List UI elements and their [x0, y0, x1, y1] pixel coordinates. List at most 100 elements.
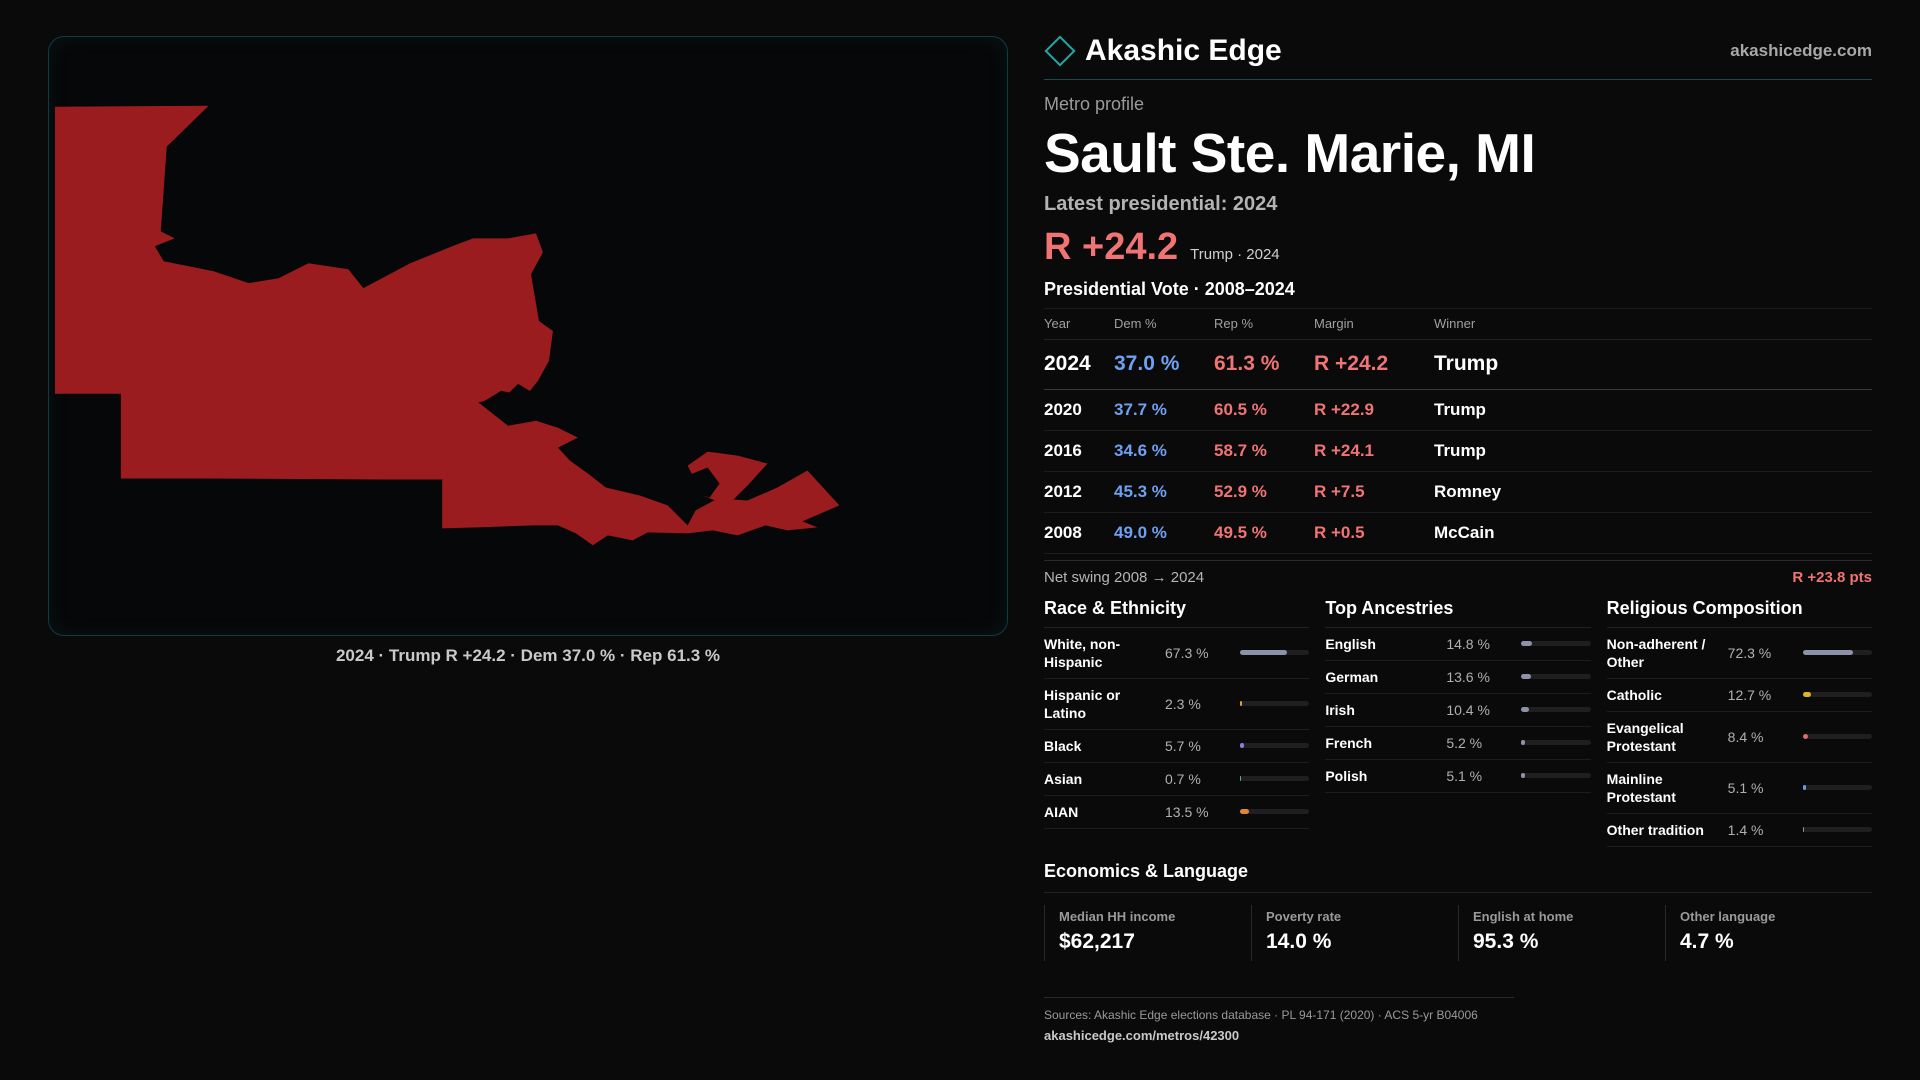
econ-card: Median HH income $62,217 [1044, 904, 1251, 961]
bar-fill [1802, 734, 1809, 739]
brand[interactable]: Akashic Edge [1044, 34, 1282, 68]
row-value: 72.3 % [1727, 644, 1772, 661]
bar-track [1240, 776, 1310, 781]
row-value: 13.6 % [1446, 668, 1490, 685]
map-panel[interactable] [48, 36, 1008, 636]
cell-dem: 37.7 % [1114, 389, 1214, 431]
county-shape-main[interactable] [54, 105, 840, 546]
race-section: Race & Ethnicity White, non-Hispanic 67.3… [1044, 598, 1310, 847]
cell-winner: McCain [1434, 512, 1872, 554]
brand-name: Akashic Edge [1085, 33, 1282, 67]
race-row: AIAN 13.5 % [1044, 796, 1310, 829]
site-link[interactable]: akashicedge.com [1730, 40, 1872, 60]
bar-fill [1240, 701, 1242, 706]
row-label: Asian [1044, 770, 1083, 787]
col-dem: Dem % [1114, 309, 1214, 340]
row-value: 5.7 % [1165, 737, 1201, 754]
religion-title: Religious Composition [1606, 598, 1872, 628]
race-row: Asian 0.7 % [1044, 763, 1310, 796]
religion-row: Catholic 12.7 % [1606, 679, 1872, 712]
bar-fill [1521, 674, 1531, 679]
row-label: AIAN [1044, 803, 1079, 820]
row-value: 5.1 % [1446, 767, 1483, 784]
bar-fill [1240, 650, 1287, 655]
vote-row: 2020 37.7 % 60.5 % R +22.9 Trump [1044, 389, 1872, 431]
row-label: French [1325, 734, 1373, 751]
bar-track [1240, 701, 1310, 706]
headline-sub: Trump · 2024 [1190, 246, 1280, 263]
race-row: White, non-Hispanic 67.3 % [1044, 628, 1310, 679]
diamond-icon [1044, 34, 1076, 67]
metro-map[interactable] [49, 37, 1007, 635]
row-value: 12.7 % [1727, 686, 1772, 703]
bar-track [1521, 674, 1591, 679]
net-swing: Net swing 2008 → 2024 R +23.8 pts [1044, 559, 1872, 586]
row-value: 5.2 % [1446, 734, 1483, 751]
headline: R +24.2 Trump · 2024 [1044, 226, 1872, 269]
religion-row: Other tradition 1.4 % [1606, 814, 1872, 847]
map-caption: 2024 · Trump R +24.2 · Dem 37.0 % · Rep … [335, 646, 721, 665]
bar-track [1802, 785, 1872, 790]
col-rep: Rep % [1214, 309, 1314, 340]
cell-winner: Trump [1434, 339, 1872, 390]
cell-dem: 37.0 % [1114, 339, 1214, 390]
econ-value: $62,217 [1059, 929, 1135, 953]
swing-label: Net swing 2008 → 2024 [1044, 568, 1205, 586]
cell-dem: 49.0 % [1114, 512, 1214, 554]
bar-track [1521, 641, 1591, 646]
religion-row: Mainline Protestant 5.1 % [1606, 763, 1872, 814]
cell-rep: 49.5 % [1214, 512, 1314, 554]
ancestry-row: English 14.8 % [1325, 628, 1591, 661]
eyebrow: Metro profile [1044, 94, 1145, 114]
headline-margin: R +24.2 [1044, 226, 1179, 268]
ancestry-row: German 13.6 % [1325, 661, 1591, 694]
col-year: Year [1044, 309, 1114, 340]
swing-value: R +23.8 pts [1792, 568, 1872, 586]
bar-fill [1240, 809, 1250, 814]
ancestry-title: Top Ancestries [1325, 598, 1591, 628]
bar-fill [1802, 692, 1812, 697]
bar-fill [1521, 773, 1525, 778]
row-label: Evangelical Protestant [1606, 719, 1684, 754]
sources-text: Sources: Akashic Edge elections database… [1044, 1007, 1478, 1022]
bar-fill [1802, 785, 1807, 790]
econ-card: Poverty rate 14.0 % [1251, 904, 1458, 961]
sources-link[interactable]: akashicedge.com/metros/42300 [1044, 1027, 1240, 1043]
bar-fill [1240, 743, 1244, 748]
row-label: Non-adherent / Other [1606, 635, 1706, 670]
col-winner: Winner [1434, 309, 1872, 340]
row-label: Hispanic or Latino [1044, 686, 1121, 721]
cell-year: 2020 [1044, 389, 1114, 431]
econ-label: Median HH income [1059, 908, 1176, 924]
ancestry-row: French 5.2 % [1325, 727, 1591, 760]
vote-row: 2008 49.0 % 49.5 % R +0.5 McCain [1044, 512, 1872, 554]
bar-track [1521, 773, 1591, 778]
row-label: Irish [1325, 701, 1355, 718]
row-label: Catholic [1606, 686, 1662, 703]
cell-margin: R +22.9 [1314, 389, 1434, 431]
row-value: 2.3 % [1165, 695, 1201, 712]
row-value: 1.4 % [1727, 821, 1764, 838]
bar-track [1802, 734, 1872, 739]
econ-label: Poverty rate [1266, 908, 1342, 924]
econ-card: English at home 95.3 % [1458, 904, 1665, 961]
col-margin: Margin [1314, 309, 1434, 340]
econ-value: 14.0 % [1266, 929, 1332, 953]
row-label: Polish [1325, 767, 1368, 784]
bar-track [1521, 740, 1591, 745]
race-row: Black 5.7 % [1044, 730, 1310, 763]
cell-year: 2016 [1044, 430, 1114, 472]
profile-panel: Akashic Edge akashicedge.com Metro profi… [1044, 30, 1872, 1043]
row-value: 8.4 % [1727, 728, 1764, 745]
row-value: 14.8 % [1446, 635, 1490, 652]
cell-margin: R +0.5 [1314, 512, 1434, 554]
ancestry-row: Polish 5.1 % [1325, 760, 1591, 793]
bar-fill [1521, 707, 1529, 712]
religion-row: Evangelical Protestant 8.4 % [1606, 712, 1872, 763]
econ-value: 4.7 % [1680, 929, 1734, 953]
cell-rep: 58.7 % [1214, 430, 1314, 472]
religion-list: Non-adherent / Other 72.3 % Catholic 12.7 %… [1606, 628, 1872, 847]
economics-title: Economics & Language [1044, 861, 1872, 893]
bar-track [1802, 827, 1872, 832]
cell-year: 2024 [1044, 339, 1114, 390]
